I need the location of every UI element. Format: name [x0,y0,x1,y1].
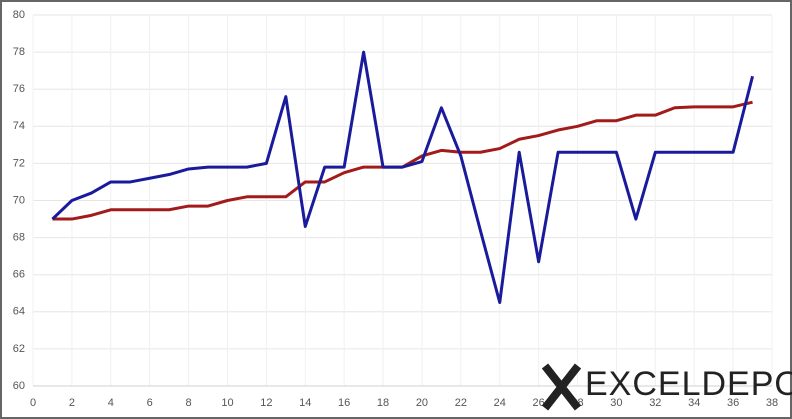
x-tick-label: 16 [338,397,350,409]
x-tick-label: 6 [147,397,153,409]
x-tick-label: 30 [610,397,622,409]
y-tick-label: 60 [13,380,25,392]
series-line [51,50,755,305]
x-tick-label: 2 [69,397,75,409]
y-tick-label: 78 [13,46,25,58]
y-tick-label: 72 [13,157,25,169]
x-tick-label: 34 [688,397,700,409]
y-tick-label: 74 [13,120,25,132]
x-tick-label: 14 [299,397,311,409]
y-tick-label: 64 [13,306,25,318]
x-tick-label: 36 [727,397,739,409]
x-tick-label: 22 [455,397,467,409]
watermark: EXCELDEPO [585,365,792,403]
logo [541,363,582,411]
x-tick-label: 4 [108,397,114,409]
x-tick-label: 24 [494,397,506,409]
y-tick-label: 62 [13,343,25,355]
y-tick-label: 80 [13,9,25,21]
x-tick-label: 26 [533,397,545,409]
y-tick-label: 66 [13,269,25,281]
x-tick-label: 8 [186,397,192,409]
x-tick-label: 38 [766,397,778,409]
x-tick-label: 18 [377,397,389,409]
x-tick-label: 20 [416,397,428,409]
x-tick-label: 0 [30,397,36,409]
x-tick-label: 10 [221,397,233,409]
x-tick-label: 12 [260,397,272,409]
y-tick-label: 76 [13,83,25,95]
x-tick-label: 32 [649,397,661,409]
y-tick-label: 68 [13,232,25,244]
logo-x [541,363,582,411]
y-tick-label: 70 [13,194,25,206]
